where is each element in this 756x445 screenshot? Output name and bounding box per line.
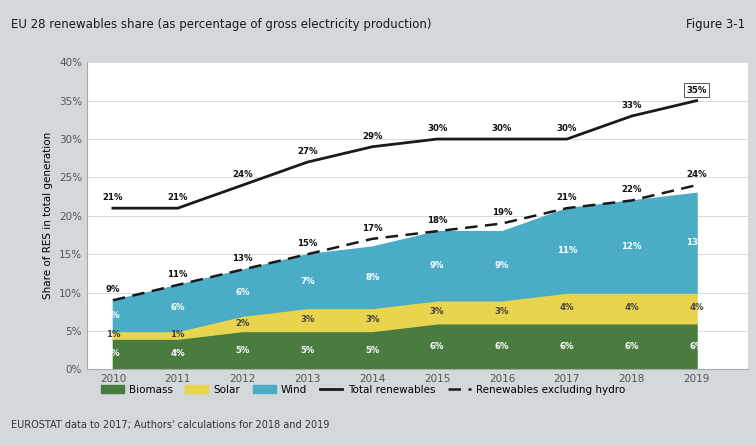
Text: 11%: 11%	[168, 270, 188, 279]
Text: 21%: 21%	[103, 193, 123, 202]
Legend: Biomass, Solar, Wind, Total renewables, Renewables excluding hydro: Biomass, Solar, Wind, Total renewables, …	[97, 380, 629, 399]
Text: 4%: 4%	[559, 303, 574, 312]
Text: 3%: 3%	[300, 315, 314, 324]
Text: 6%: 6%	[559, 342, 574, 351]
Text: 5%: 5%	[300, 346, 314, 355]
Text: 6%: 6%	[171, 303, 185, 312]
Text: 6%: 6%	[494, 342, 510, 351]
Text: 2%: 2%	[235, 319, 249, 328]
Text: EU 28 renewables share (as percentage of gross electricity production): EU 28 renewables share (as percentage of…	[11, 18, 432, 31]
Text: 13%: 13%	[232, 255, 253, 263]
Text: 11%: 11%	[556, 246, 577, 255]
Text: 13%: 13%	[686, 238, 707, 247]
Text: 5%: 5%	[365, 346, 380, 355]
Text: 9%: 9%	[106, 285, 120, 294]
Text: 33%: 33%	[621, 101, 642, 110]
Text: 3%: 3%	[494, 307, 510, 316]
Text: 4%: 4%	[106, 311, 120, 320]
Text: 3%: 3%	[430, 307, 445, 316]
Text: 3%: 3%	[365, 315, 380, 324]
Text: 1%: 1%	[106, 330, 120, 339]
Text: 12%: 12%	[621, 242, 642, 251]
Text: 21%: 21%	[168, 193, 188, 202]
Text: 15%: 15%	[297, 239, 318, 248]
Text: 6%: 6%	[235, 288, 249, 297]
Text: 7%: 7%	[300, 277, 314, 286]
Text: 1%: 1%	[171, 330, 185, 339]
Text: 22%: 22%	[621, 185, 642, 194]
Text: 4%: 4%	[106, 349, 120, 359]
Text: 24%: 24%	[232, 170, 253, 179]
Text: 5%: 5%	[235, 346, 249, 355]
Text: 24%: 24%	[686, 170, 707, 179]
Text: 4%: 4%	[689, 303, 704, 312]
Text: 21%: 21%	[556, 193, 577, 202]
Y-axis label: Share of RES in total generation: Share of RES in total generation	[43, 132, 54, 299]
Text: 4%: 4%	[170, 349, 185, 359]
Text: 30%: 30%	[556, 124, 577, 133]
Text: 6%: 6%	[430, 342, 445, 351]
Text: 17%: 17%	[362, 224, 383, 233]
Text: EUROSTAT data to 2017; Authors' calculations for 2018 and 2019: EUROSTAT data to 2017; Authors' calculat…	[11, 420, 330, 430]
Text: 9%: 9%	[494, 261, 510, 270]
Text: 6%: 6%	[689, 342, 704, 351]
Text: 35%: 35%	[686, 85, 707, 94]
Text: 9%: 9%	[430, 261, 445, 270]
Text: 27%: 27%	[297, 147, 318, 156]
Text: 4%: 4%	[624, 303, 639, 312]
Text: 19%: 19%	[491, 208, 513, 217]
Text: 30%: 30%	[427, 124, 448, 133]
Text: 29%: 29%	[362, 132, 383, 141]
Text: 6%: 6%	[624, 342, 639, 351]
Text: Figure 3-1: Figure 3-1	[686, 18, 745, 31]
Text: 30%: 30%	[492, 124, 512, 133]
Text: 8%: 8%	[365, 273, 380, 282]
Text: 18%: 18%	[427, 216, 448, 225]
